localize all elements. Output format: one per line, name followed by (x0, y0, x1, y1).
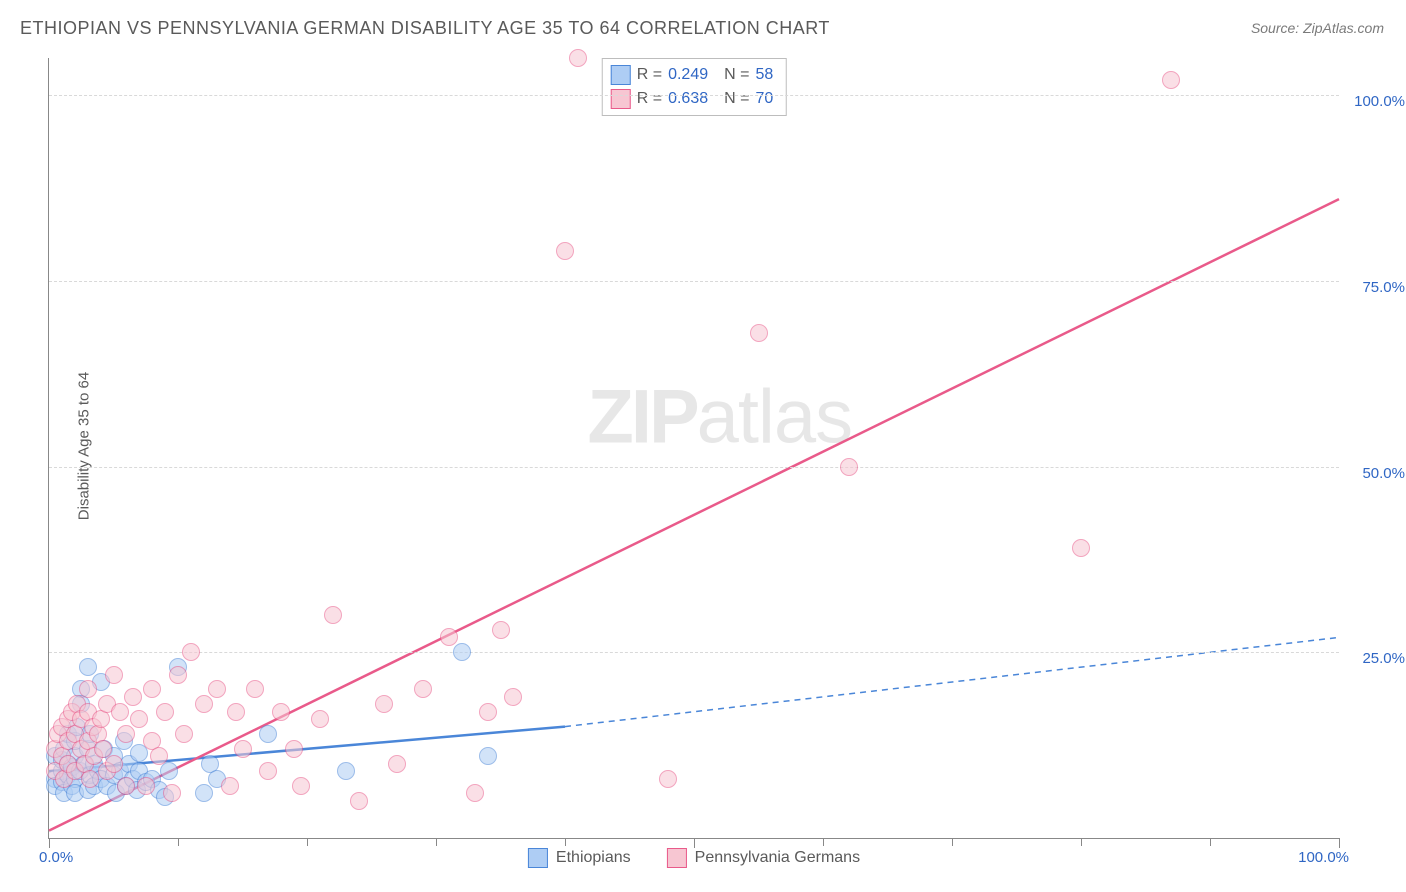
data-point (659, 770, 677, 788)
gridline (49, 95, 1339, 96)
data-point (337, 762, 355, 780)
data-point (195, 784, 213, 802)
swatch-icon (611, 65, 631, 85)
x-tick (694, 838, 695, 848)
data-point (105, 666, 123, 684)
x-tick (1339, 838, 1340, 848)
data-point (311, 710, 329, 728)
swatch-icon (528, 848, 548, 868)
source-attribution: Source: ZipAtlas.com (1251, 20, 1384, 36)
data-point (259, 762, 277, 780)
gridline (49, 467, 1339, 468)
data-point (156, 703, 174, 721)
gridline (49, 281, 1339, 282)
data-point (292, 777, 310, 795)
data-point (556, 242, 574, 260)
x-tick-minor (178, 838, 179, 846)
data-point (388, 755, 406, 773)
correlation-legend: R = 0.249 N = 58 R = 0.638 N = 70 (602, 58, 787, 116)
data-point (1162, 71, 1180, 89)
watermark: ZIPatlas (587, 373, 852, 460)
legend-label: Ethiopians (556, 849, 631, 867)
data-point (105, 755, 123, 773)
data-point (1072, 539, 1090, 557)
x-tick-minor (1210, 838, 1211, 846)
trend-lines-layer (49, 58, 1339, 838)
data-point (453, 643, 471, 661)
data-point (221, 777, 239, 795)
y-tick-label: 25.0% (1345, 650, 1405, 667)
data-point (79, 680, 97, 698)
data-point (246, 680, 264, 698)
correlation-row-ethiopians: R = 0.249 N = 58 (611, 63, 774, 87)
data-point (111, 703, 129, 721)
y-tick-label: 50.0% (1345, 465, 1405, 482)
r-value: 0.638 (668, 90, 708, 108)
series-legend: Ethiopians Pennsylvania Germans (528, 848, 860, 868)
r-value: 0.249 (668, 66, 708, 84)
gridline (49, 652, 1339, 653)
chart-title: ETHIOPIAN VS PENNSYLVANIA GERMAN DISABIL… (20, 18, 830, 39)
data-point (208, 680, 226, 698)
watermark-bold: ZIP (587, 374, 696, 459)
data-point (79, 658, 97, 676)
data-point (479, 703, 497, 721)
correlation-row-pa-germans: R = 0.638 N = 70 (611, 87, 774, 111)
data-point (124, 688, 142, 706)
x-tick (49, 838, 50, 848)
legend-item-ethiopians: Ethiopians (528, 848, 631, 868)
x-axis-max-label: 100.0% (1298, 849, 1349, 866)
data-point (160, 762, 178, 780)
x-tick-minor (436, 838, 437, 846)
y-tick-label: 100.0% (1345, 93, 1405, 110)
n-value: 70 (755, 90, 773, 108)
data-point (285, 740, 303, 758)
data-point (130, 710, 148, 728)
legend-item-pa-germans: Pennsylvania Germans (667, 848, 860, 868)
data-point (234, 740, 252, 758)
data-point (350, 792, 368, 810)
data-point (414, 680, 432, 698)
data-point (479, 747, 497, 765)
x-tick-minor (823, 838, 824, 846)
watermark-light: atlas (697, 374, 853, 459)
data-point (492, 621, 510, 639)
data-point (466, 784, 484, 802)
chart-plot-area: ZIPatlas R = 0.249 N = 58 R = 0.638 N = … (48, 58, 1339, 839)
x-axis-min-label: 0.0% (39, 849, 73, 866)
data-point (375, 695, 393, 713)
data-point (504, 688, 522, 706)
data-point (259, 725, 277, 743)
data-point (163, 784, 181, 802)
swatch-icon (611, 89, 631, 109)
n-value: 58 (755, 66, 773, 84)
y-tick-label: 75.0% (1345, 279, 1405, 296)
data-point (840, 458, 858, 476)
data-point (137, 777, 155, 795)
data-point (440, 628, 458, 646)
data-point (569, 49, 587, 67)
data-point (182, 643, 200, 661)
data-point (272, 703, 290, 721)
data-point (324, 606, 342, 624)
data-point (150, 747, 168, 765)
data-point (175, 725, 193, 743)
x-tick-minor (565, 838, 566, 846)
x-tick-minor (1081, 838, 1082, 846)
x-tick-minor (952, 838, 953, 846)
x-tick-minor (307, 838, 308, 846)
data-point (195, 695, 213, 713)
legend-label: Pennsylvania Germans (695, 849, 860, 867)
data-point (169, 666, 187, 684)
swatch-icon (667, 848, 687, 868)
data-point (81, 770, 99, 788)
data-point (227, 703, 245, 721)
data-point (143, 680, 161, 698)
data-point (750, 324, 768, 342)
